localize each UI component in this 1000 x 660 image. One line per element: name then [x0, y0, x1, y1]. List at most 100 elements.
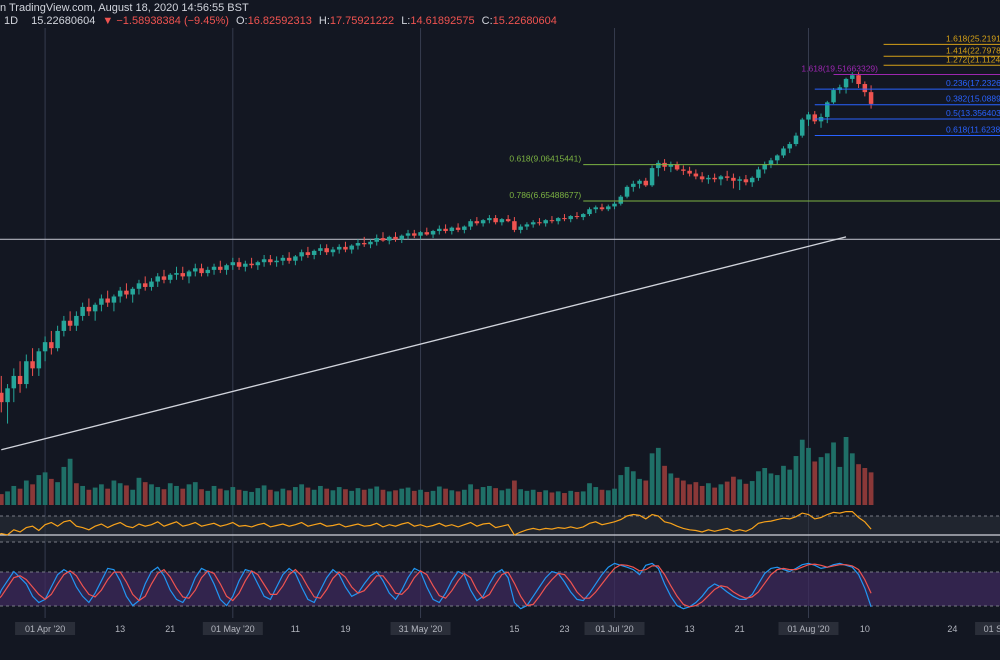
chart-header-source: n TradingView.com, August 18, 2020 14:56… [0, 2, 253, 14]
candle-body [80, 306, 85, 316]
candle-body [161, 276, 167, 280]
volume-bar [174, 485, 179, 505]
volume-bar [555, 491, 561, 505]
fib-level-label: 0.786(6.65488677) [509, 190, 581, 200]
candle-body [455, 227, 461, 230]
volume-bar [655, 447, 661, 505]
candle-body [762, 164, 767, 170]
volume-bar [374, 486, 380, 505]
candle-body [186, 271, 192, 277]
fib-level-label: 0.5(13.356403 [946, 108, 1000, 118]
candle-body [749, 177, 755, 183]
volume-bar [649, 453, 655, 505]
volume-bar [386, 491, 392, 505]
candle-body [743, 179, 749, 183]
volume-bar [399, 488, 405, 505]
stoch-d-line [0, 563, 872, 608]
volume-bar [543, 490, 549, 505]
candle-body [637, 180, 642, 184]
volume-bar [324, 488, 330, 505]
candle-body [5, 388, 10, 403]
volume-bar [568, 490, 574, 505]
candle-body [349, 245, 354, 250]
candle-body [324, 248, 329, 253]
candle-body [149, 281, 154, 287]
volume-bar [36, 475, 42, 505]
candle-body [437, 228, 442, 232]
volume-bar [0, 494, 4, 505]
volume-bar [336, 487, 342, 505]
candle-body [793, 135, 799, 145]
candle-body [136, 283, 142, 289]
volume-bar [267, 489, 273, 505]
volume-bar [318, 485, 323, 505]
candle-body [505, 219, 511, 222]
candle-body [831, 90, 836, 103]
candle-body [424, 232, 430, 235]
candle-body [243, 263, 248, 267]
candle-body [812, 114, 818, 122]
candle-body [399, 235, 405, 240]
volume-bar [724, 481, 730, 505]
volume-bar [436, 486, 442, 505]
volume-bar [368, 488, 373, 505]
candle-body [155, 276, 160, 282]
candle-body [693, 173, 699, 177]
price-change: ▼ −1.58938384 (−9.45%) [102, 15, 229, 27]
volume-bar [117, 483, 123, 505]
candle-body [631, 183, 636, 187]
volume-bar [630, 471, 636, 505]
rsi-band [0, 516, 1000, 542]
volume-bar [512, 480, 517, 505]
candle-body [724, 176, 730, 178]
time-axis-label: 01 May '20 [211, 624, 255, 634]
volume-bar [30, 484, 35, 505]
volume-bar [167, 483, 173, 505]
candle-body [718, 176, 724, 180]
volume-bar [530, 489, 536, 505]
candle-body [230, 262, 236, 266]
candle-body [180, 273, 186, 277]
candle-body [430, 231, 436, 235]
volume-bar [618, 475, 624, 505]
candle-body [380, 238, 386, 241]
candle-body [474, 221, 480, 224]
candle-body [512, 221, 517, 230]
volume-bar [843, 437, 849, 505]
candle-body [11, 375, 17, 389]
candle-body [255, 262, 261, 266]
time-axis-label-bg [202, 622, 263, 635]
candle-body [706, 177, 711, 180]
volume-bar [411, 490, 417, 505]
volume-bar [787, 469, 793, 505]
chart-overlays [0, 236, 1000, 451]
volume-bar [712, 487, 718, 505]
volume-bar [92, 487, 98, 505]
volume-bar [486, 485, 492, 505]
time-axis-label: 10 [860, 624, 870, 634]
timeframe-label[interactable]: 1D [4, 15, 19, 27]
fib-level-label: 0.236(17.232631 [946, 78, 1000, 88]
volume-bar [242, 490, 248, 505]
time-axis-label: 31 May '20 [399, 624, 443, 634]
volume-bar [793, 456, 799, 505]
candle-body [518, 226, 523, 230]
candle-body [737, 179, 742, 181]
volume-bar [856, 464, 861, 505]
volume-bar [305, 487, 311, 505]
candle-body [699, 176, 705, 180]
time-axis-label-bg [15, 622, 76, 635]
volume-bar [424, 491, 430, 505]
volume-bar [612, 488, 617, 505]
volume-bar [380, 489, 386, 505]
candle-body [67, 320, 73, 326]
volume-bar [124, 485, 129, 505]
candle-body [117, 290, 123, 297]
volume-bar [192, 482, 198, 505]
candle-body [142, 283, 148, 287]
candle-body [249, 263, 254, 266]
time-axis-label: 01 Jul '20 [595, 624, 633, 634]
volume-bar [418, 489, 423, 505]
candle-body [606, 206, 611, 210]
